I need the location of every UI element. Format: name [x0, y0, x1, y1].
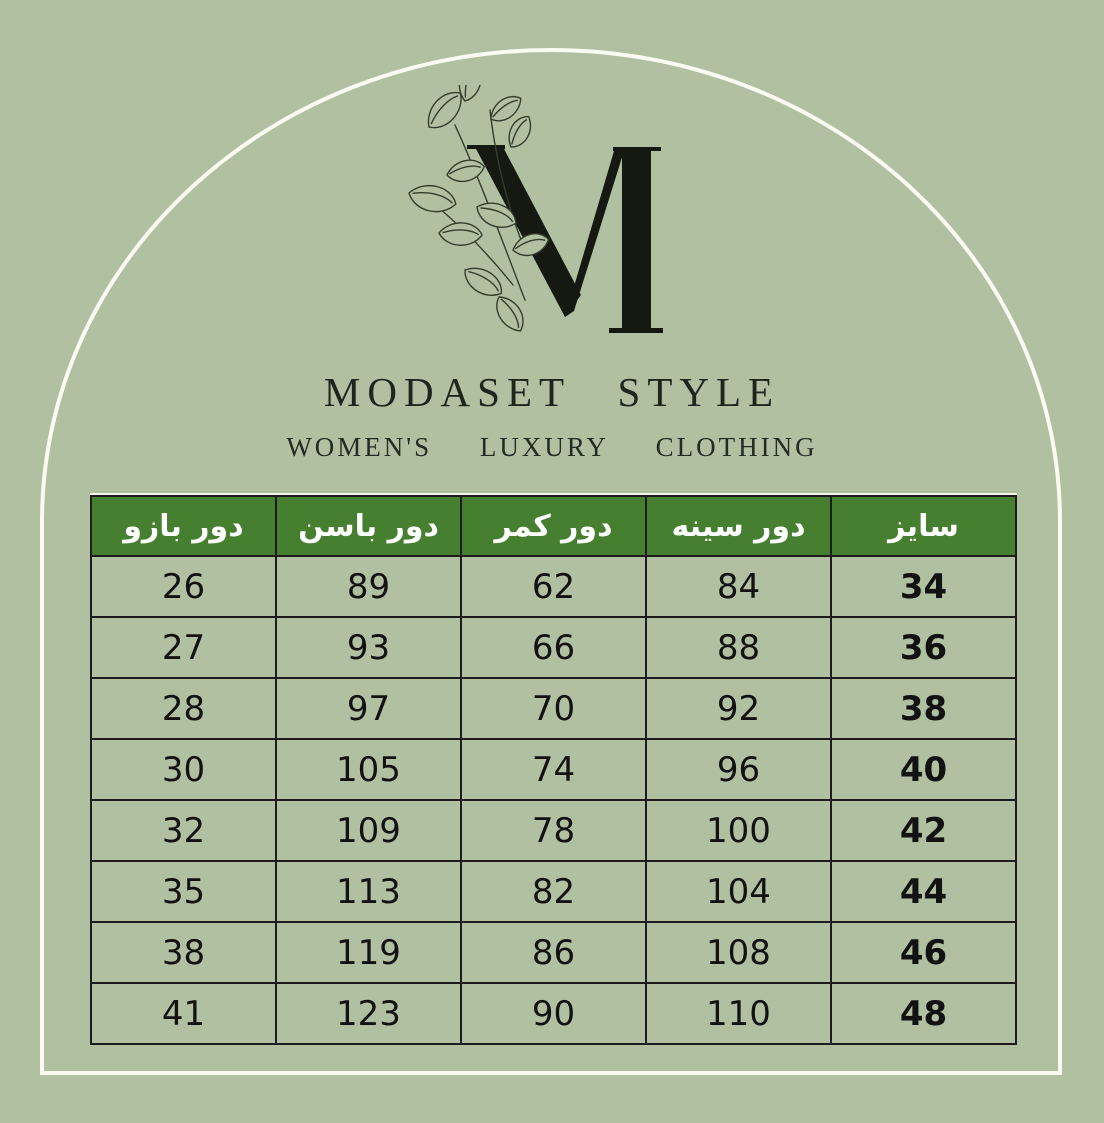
cell-bust: 88 [645, 616, 832, 679]
size-row-46: 46 108 86 119 38 [90, 921, 1017, 984]
column-header-waist: دور کمر [460, 495, 647, 557]
cell-bust: 108 [645, 921, 832, 984]
size-row-38: 38 92 70 97 28 [90, 677, 1017, 740]
column-header-arm: دور بازو [90, 495, 277, 557]
cell-size: 34 [830, 555, 1017, 618]
cell-hip: 123 [275, 982, 462, 1045]
size-chart-table: سایز دور سینه دور کمر دور باسن دور بازو 34 84… [90, 495, 1017, 1045]
size-row-34: 34 84 62 89 26 [90, 555, 1017, 618]
size-row-48: 48 110 90 123 41 [90, 982, 1017, 1045]
monogram-m-letterform [467, 145, 663, 333]
cell-hip: 119 [275, 921, 462, 984]
cell-size: 42 [830, 799, 1017, 862]
cell-waist: 86 [460, 921, 647, 984]
cell-hip: 93 [275, 616, 462, 679]
cell-waist: 78 [460, 799, 647, 862]
cell-hip: 113 [275, 860, 462, 923]
cell-hip: 109 [275, 799, 462, 862]
cell-hip: 89 [275, 555, 462, 618]
botanical-leaves-illustration [408, 85, 550, 332]
cell-hip: 105 [275, 738, 462, 801]
cell-size: 38 [830, 677, 1017, 740]
cell-arm: 27 [90, 616, 277, 679]
cell-waist: 62 [460, 555, 647, 618]
cell-arm: 35 [90, 860, 277, 923]
column-header-hip: دور باسن [275, 495, 462, 557]
column-header-bust: دور سینه [645, 495, 832, 557]
brand-monogram-logo [408, 85, 663, 333]
cell-waist: 70 [460, 677, 647, 740]
cell-arm: 38 [90, 921, 277, 984]
cell-waist: 90 [460, 982, 647, 1045]
cell-bust: 100 [645, 799, 832, 862]
cell-arm: 30 [90, 738, 277, 801]
cell-arm: 26 [90, 555, 277, 618]
brand-name: MODASET STYLE [323, 369, 781, 415]
cell-size: 40 [830, 738, 1017, 801]
cell-size: 44 [830, 860, 1017, 923]
cell-bust: 96 [645, 738, 832, 801]
cell-waist: 74 [460, 738, 647, 801]
cell-hip: 97 [275, 677, 462, 740]
cell-size: 36 [830, 616, 1017, 679]
size-row-40: 40 96 74 105 30 [90, 738, 1017, 801]
size-row-36: 36 88 66 93 27 [90, 616, 1017, 679]
cell-arm: 32 [90, 799, 277, 862]
cell-waist: 82 [460, 860, 647, 923]
cell-bust: 92 [645, 677, 832, 740]
size-row-42: 42 100 78 109 32 [90, 799, 1017, 862]
size-chart-header: سایز دور سینه دور کمر دور باسن دور بازو [90, 495, 1017, 557]
size-chart-body: 34 84 62 89 26 36 88 66 93 27 38 92 70 97 28 40 96 74 105 3… [90, 555, 1017, 1045]
cell-arm: 28 [90, 677, 277, 740]
cell-bust: 84 [645, 555, 832, 618]
cell-bust: 104 [645, 860, 832, 923]
size-row-44: 44 104 82 113 35 [90, 860, 1017, 923]
cell-waist: 66 [460, 616, 647, 679]
cell-size: 48 [830, 982, 1017, 1045]
cell-size: 46 [830, 921, 1017, 984]
brand-tagline: WOMEN'S LUXURY CLOTHING [286, 432, 818, 462]
header-row: سایز دور سینه دور کمر دور باسن دور بازو [90, 495, 1017, 557]
cell-arm: 41 [90, 982, 277, 1045]
cell-bust: 110 [645, 982, 832, 1045]
column-header-size: سایز [830, 495, 1017, 557]
